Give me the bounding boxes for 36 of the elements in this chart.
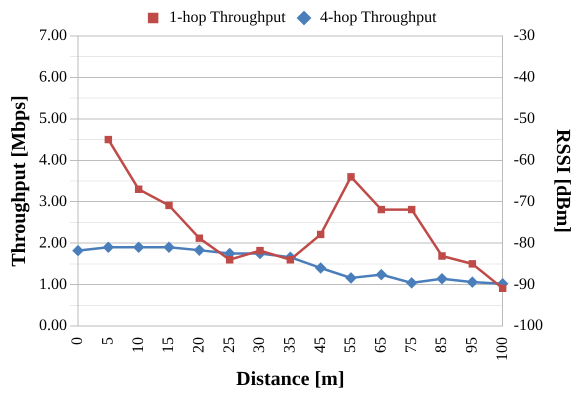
y2-tick-label: -80 bbox=[514, 234, 535, 252]
x-tick-label: 75 bbox=[402, 337, 420, 353]
x-tick-label: 5 bbox=[100, 337, 117, 345]
x-tick-label: 10 bbox=[130, 337, 147, 353]
x-tick-label: 95 bbox=[464, 337, 481, 353]
x-tick-label: 55 bbox=[342, 337, 360, 353]
x-axis-title: Distance [m] bbox=[236, 368, 344, 390]
y2-axis-title: RSSI [dBm] bbox=[552, 129, 574, 233]
legend-label: 1-hop Throughput bbox=[169, 9, 286, 26]
x-tick-label: 30 bbox=[251, 337, 268, 353]
x-tick-label: 35 bbox=[282, 337, 299, 353]
x-tick-label: 20 bbox=[190, 337, 208, 353]
x-tick-label: 45 bbox=[312, 337, 329, 353]
y2-tick-label: -60 bbox=[514, 151, 535, 168]
y2-tick-label: -70 bbox=[514, 192, 535, 210]
y2-tick-label: -40 bbox=[514, 68, 535, 86]
y2-tick-label: -50 bbox=[514, 110, 535, 128]
x-tick-label: 15 bbox=[160, 337, 178, 353]
y2-tick-label: -30 bbox=[514, 27, 535, 44]
y-tick-label: 0.00 bbox=[39, 317, 67, 334]
y2-tick-label: -90 bbox=[514, 276, 535, 293]
y-tick-label: 7.00 bbox=[39, 27, 67, 44]
x-tick-label: 25 bbox=[220, 337, 238, 353]
y-tick-label: 4.00 bbox=[39, 151, 67, 168]
y-tick-label: 1.00 bbox=[39, 276, 67, 293]
y-tick-label: 6.00 bbox=[39, 68, 67, 86]
x-tick-label: 65 bbox=[372, 337, 390, 353]
y-axis-title: Throughput [Mbps] bbox=[8, 95, 30, 267]
y-tick-label: 2.00 bbox=[39, 234, 67, 252]
y2-tick-label: -100 bbox=[514, 317, 543, 334]
y-tick-label: 3.00 bbox=[39, 192, 67, 210]
legend-label: 4-hop Throughput bbox=[320, 9, 438, 26]
x-tick-label: 85 bbox=[433, 337, 450, 353]
x-tick-label: 0 bbox=[69, 337, 86, 345]
x-tick-label: 100 bbox=[494, 337, 511, 361]
y-tick-label: 5.00 bbox=[39, 110, 67, 128]
